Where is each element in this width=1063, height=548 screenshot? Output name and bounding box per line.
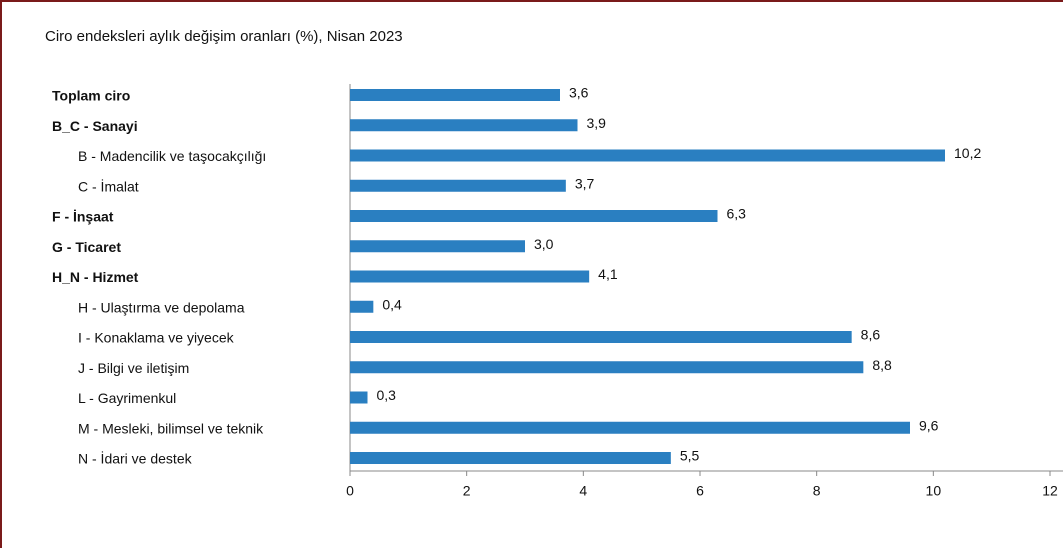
value-label: 8,8 xyxy=(872,357,892,373)
bar xyxy=(350,270,590,283)
x-tick-label: 6 xyxy=(696,483,704,499)
value-label: 3,6 xyxy=(569,85,589,101)
x-tick-label: 2 xyxy=(463,483,471,499)
bar xyxy=(350,119,578,132)
y-tick-label: B - Madencilik ve taşocakçılığı xyxy=(78,148,266,164)
value-label: 9,6 xyxy=(919,417,939,433)
bar xyxy=(350,300,374,313)
x-tick-label: 8 xyxy=(813,483,821,499)
bar xyxy=(350,421,910,434)
y-tick-label: F - İnşaat xyxy=(52,209,114,225)
bar xyxy=(350,391,368,404)
bar xyxy=(350,331,852,343)
y-tick-label: M - Mesleki, bilimsel ve teknik xyxy=(78,420,264,436)
bar xyxy=(350,240,525,253)
y-tick-label: H_N - Hizmet xyxy=(52,269,139,285)
value-label: 8,6 xyxy=(861,327,881,343)
bar xyxy=(350,452,671,464)
value-label: 3,7 xyxy=(575,175,595,191)
x-tick-label: 4 xyxy=(579,483,587,499)
y-tick-label: H - Ulaştırma ve depolama xyxy=(78,299,245,315)
y-tick-label: J - Bilgi ve iletişim xyxy=(78,360,189,376)
bar xyxy=(350,89,560,101)
bar xyxy=(350,179,566,192)
value-label: 3,0 xyxy=(534,236,554,252)
y-tick-label: Toplam ciro xyxy=(52,88,130,104)
y-tick-label: I - Konaklama ve yiyecek xyxy=(78,330,235,346)
y-tick-label: B_C - Sanayi xyxy=(52,118,138,134)
value-label: 4,1 xyxy=(598,266,618,282)
y-tick-label: C - İmalat xyxy=(78,177,139,194)
bar xyxy=(350,361,864,374)
value-label: 0,3 xyxy=(377,387,397,403)
chart-title: Ciro endeksleri aylık değişim oranları (… xyxy=(45,28,403,45)
y-tick-label: L - Gayrimenkul xyxy=(78,390,176,406)
x-tick-label: 12 xyxy=(1042,483,1058,499)
value-label: 5,5 xyxy=(680,448,700,464)
value-label: 3,9 xyxy=(587,115,607,131)
y-tick-label: G - Ticaret xyxy=(52,239,121,255)
value-label: 10,2 xyxy=(954,145,981,161)
y-tick-label: N - İdari ve destek xyxy=(78,450,193,467)
bar xyxy=(350,149,945,162)
value-label: 6,3 xyxy=(727,206,747,222)
x-tick-label: 10 xyxy=(926,483,942,499)
value-label: 0,4 xyxy=(382,296,402,312)
x-tick-label: 0 xyxy=(346,483,354,499)
bar xyxy=(350,210,718,222)
